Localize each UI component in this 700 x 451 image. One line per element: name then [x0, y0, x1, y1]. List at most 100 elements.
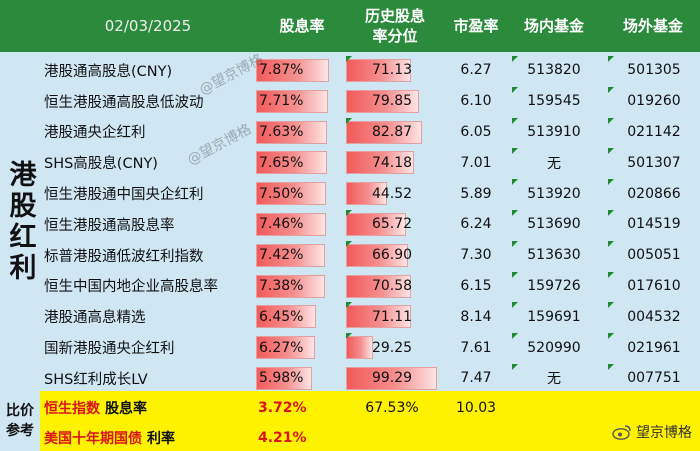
- hsi-dividend: 3.72%: [258, 400, 307, 416]
- cell-marker-icon: [346, 210, 352, 216]
- header-dividend: 股息率: [279, 17, 325, 35]
- index-name: 恒生港股通中国央企红利: [44, 187, 204, 204]
- comparison-label: 比价 参考: [0, 391, 40, 451]
- cell-marker-icon: [512, 86, 518, 93]
- percentile-cell: 79.85: [346, 86, 438, 117]
- offmarket-fund-code: 501305: [627, 62, 681, 79]
- dividend-bar: [256, 151, 327, 175]
- onmarket-fund-code: 159726: [527, 277, 581, 294]
- dividend-cell: 7.63%: [256, 117, 342, 148]
- cell-marker-icon: [346, 56, 352, 62]
- percentile-value: 82.87: [371, 123, 413, 140]
- percentile-bar: [346, 336, 373, 360]
- pe-value: 7.01: [460, 154, 492, 171]
- cell-marker-icon: [608, 86, 614, 93]
- onmarket-fund-code: 513630: [527, 247, 581, 264]
- index-name: 恒生中国内地企业高股息率: [44, 279, 218, 296]
- index-name: 标普港股通低波红利指数: [44, 248, 204, 265]
- percentile-value: 71.11: [371, 308, 413, 325]
- cell-marker-icon: [346, 333, 352, 340]
- onmarket-fund-code: 无: [547, 155, 561, 172]
- offmarket-fund-code: 019260: [627, 93, 681, 110]
- percentile-cell: 71.13: [346, 55, 438, 86]
- cell-marker-icon: [608, 210, 614, 216]
- index-name: SHS高股息(CNY): [44, 156, 158, 173]
- pe-value: 6.10: [460, 93, 492, 110]
- table-row: 港股通央企红利 7.63% 82.87 6.05 513910 021142: [40, 117, 700, 148]
- dividend-bar: [256, 182, 326, 206]
- cell-marker-icon: [512, 148, 518, 155]
- dividend-bar: [256, 243, 325, 267]
- dividend-cell: 7.42%: [256, 240, 342, 271]
- percentile-cell: 70.58: [346, 271, 438, 302]
- percentile-cell: 71.11: [346, 301, 438, 332]
- offmarket-fund-code: 014519: [627, 216, 681, 233]
- table-row: SHS高股息(CNY) 7.65% 74.18 7.01 无 501307: [40, 147, 700, 178]
- cell-marker-icon: [512, 117, 518, 124]
- pe-value: 8.14: [460, 308, 492, 325]
- percentile-value: 44.52: [371, 185, 413, 202]
- percentile-bar: [346, 243, 408, 267]
- cell-marker-icon: [512, 56, 518, 62]
- dividend-bar: [256, 274, 325, 298]
- offmarket-fund-code: 020866: [627, 185, 681, 202]
- index-name: 港股通高息精选: [44, 310, 146, 327]
- dividend-value: 7.38%: [259, 277, 304, 294]
- cell-marker-icon: [608, 240, 614, 247]
- dividend-cell: 7.50%: [256, 178, 342, 209]
- dividend-bar: [256, 305, 316, 329]
- pe-value: 6.15: [460, 277, 492, 294]
- dividend-bar: [256, 213, 326, 236]
- cell-marker-icon: [608, 148, 614, 155]
- onmarket-fund-code: 513820: [527, 62, 581, 79]
- cell-marker-icon: [512, 333, 518, 340]
- percentile-cell: 66.90: [346, 240, 438, 271]
- table-row: 标普港股通低波红利指数 7.42% 66.90 7.30 513630 005051: [40, 240, 700, 271]
- comparison-label-line2: 参考: [6, 423, 34, 439]
- dividend-value: 7.63%: [259, 123, 304, 140]
- index-name: 港股通高股息(CNY): [44, 63, 173, 80]
- category-label-text: 港股红利: [4, 159, 36, 284]
- header-pe: 市盈率: [453, 17, 499, 35]
- offmarket-fund-code: 005051: [627, 247, 681, 264]
- hsi-name: 恒生指数: [44, 401, 100, 417]
- table-row: 港股通高股息(CNY) 7.87% 71.13 6.27 513820 501305: [40, 55, 700, 86]
- cell-marker-icon: [346, 240, 352, 247]
- percentile-bar: [346, 305, 411, 329]
- percentile-bar: [346, 274, 411, 298]
- bond-row: 美国十年期国债 利率 4.21%: [40, 423, 700, 451]
- dividend-value: 7.87%: [259, 62, 304, 79]
- header-offmarket-fund: 场外基金: [622, 17, 683, 35]
- table-row: 国新港股通央企红利 6.27% 29.25 7.61 520990 021961: [40, 332, 700, 363]
- dividend-value: 7.65%: [259, 154, 304, 171]
- onmarket-fund-code: 513920: [527, 185, 581, 202]
- cell-marker-icon: [512, 364, 518, 370]
- onmarket-fund-code: 513910: [527, 123, 581, 140]
- bond-name: 美国十年期国债: [44, 431, 142, 447]
- table-row: 恒生港股通高股息低波动 7.71% 79.85 6.10 159545 019260: [40, 86, 700, 117]
- dividend-value: 5.98%: [259, 370, 304, 387]
- percentile-value: 66.90: [371, 247, 413, 264]
- dividend-cell: 6.45%: [256, 301, 342, 332]
- cell-marker-icon: [512, 240, 518, 247]
- dividend-bar: [256, 120, 327, 144]
- table-row: 恒生港股通高股息率 7.46% 65.72 6.24 513690 014519: [40, 209, 700, 240]
- onmarket-fund-code: 513690: [527, 216, 581, 233]
- comparison-footer: [0, 391, 700, 451]
- percentile-value: 29.25: [371, 339, 413, 356]
- date-label: 02/03/2025: [104, 17, 192, 35]
- dividend-bar: [256, 367, 312, 390]
- onmarket-fund-code: 无: [547, 371, 561, 388]
- pe-value: 7.47: [460, 370, 492, 387]
- pe-value: 7.30: [460, 247, 492, 264]
- percentile-cell: 99.29: [346, 363, 438, 394]
- dividend-value: 6.27%: [259, 339, 304, 356]
- table-row: SHS红利成长LV 5.98% 99.29 7.47 无 007751: [40, 363, 700, 394]
- cell-marker-icon: [608, 302, 614, 309]
- table-header: 02/03/2025 股息率 历史股息 率分位 市盈率 场内基金 场外基金: [0, 0, 700, 52]
- pe-value: 6.24: [460, 216, 492, 233]
- offmarket-fund-code: 501307: [627, 154, 681, 171]
- offmarket-fund-code: 021142: [627, 123, 681, 140]
- cell-marker-icon: [608, 333, 614, 340]
- dividend-cell: 7.65%: [256, 147, 342, 178]
